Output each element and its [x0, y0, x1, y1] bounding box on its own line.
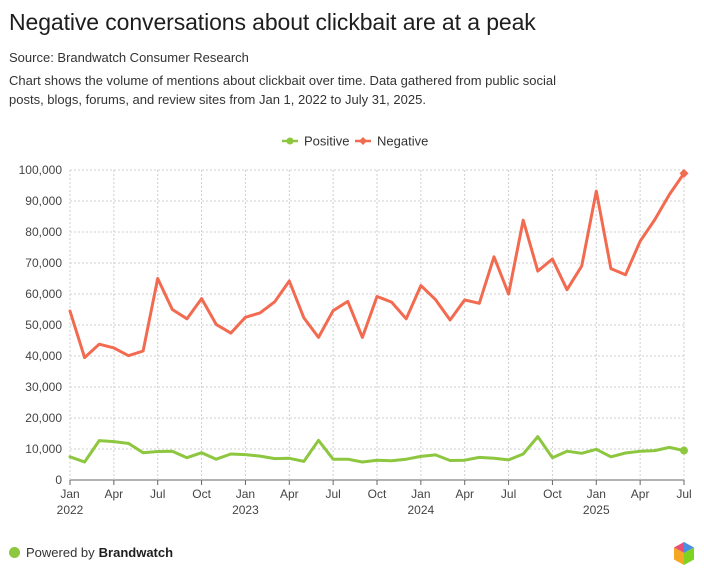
y-tick-label: 80,000 — [25, 225, 62, 239]
x-tick-label: Apr — [455, 487, 474, 501]
x-tick-label: Apr — [631, 487, 650, 501]
x-tick-label: Apr — [105, 487, 124, 501]
y-tick-label: 40,000 — [25, 349, 62, 363]
negative-legend-marker — [359, 137, 367, 145]
y-tick-label: 30,000 — [25, 380, 62, 394]
x-tick-label: Jul — [501, 487, 516, 501]
x-tick-label: Jan — [236, 487, 255, 501]
positive-series-line — [68, 435, 686, 464]
x-tick-label: Jul — [325, 487, 340, 501]
y-tick-label: 10,000 — [25, 442, 62, 456]
positive-legend-label: Positive — [304, 134, 350, 149]
x-tick-year-label: 2023 — [232, 503, 259, 517]
chart-description: Chart shows the volume of mentions about… — [9, 73, 556, 107]
x-tick-year-label: 2024 — [408, 503, 435, 517]
x-tick-label: Oct — [543, 487, 562, 501]
x-tick-label: Jan — [411, 487, 430, 501]
x-tick-label: Jan — [587, 487, 606, 501]
brand-dot-icon — [9, 547, 20, 558]
y-tick-label: 100,000 — [19, 163, 63, 177]
negative-series-line — [68, 171, 686, 360]
y-tick-label: 50,000 — [25, 318, 62, 332]
x-tick-label: Oct — [192, 487, 211, 501]
chart-title: Negative conversations about clickbait a… — [9, 9, 536, 35]
brandwatch-logo-icon — [674, 542, 694, 565]
y-tick-label: 70,000 — [25, 256, 62, 270]
chart-source: Source: Brandwatch Consumer Research — [9, 50, 249, 65]
powered-by-label: Powered by — [26, 545, 95, 560]
x-tick-label: Jan — [60, 487, 79, 501]
positive-legend-marker — [286, 137, 294, 145]
x-tick-label: Jul — [676, 487, 691, 501]
x-tick-year-label: 2025 — [583, 503, 610, 517]
negative-legend-label: Negative — [377, 134, 428, 149]
y-tick-label: 60,000 — [25, 287, 62, 301]
positive-end-marker — [680, 446, 688, 455]
brand-name: Brandwatch — [98, 545, 174, 560]
x-tick-label: Apr — [280, 487, 299, 501]
y-tick-label: 90,000 — [25, 194, 62, 208]
x-tick-label: Oct — [368, 487, 387, 501]
y-tick-label: 0 — [55, 473, 62, 487]
footer: Powered by Brandwatch — [9, 545, 173, 560]
x-tick-label: Jul — [150, 487, 165, 501]
line-chart: 0 10,000 20,000 30,000 40,000 50,000 60,000 70,… — [19, 134, 692, 518]
y-tick-label: 20,000 — [25, 411, 62, 425]
negative-end-marker — [679, 168, 689, 178]
x-tick-year-label: 2022 — [57, 503, 84, 517]
